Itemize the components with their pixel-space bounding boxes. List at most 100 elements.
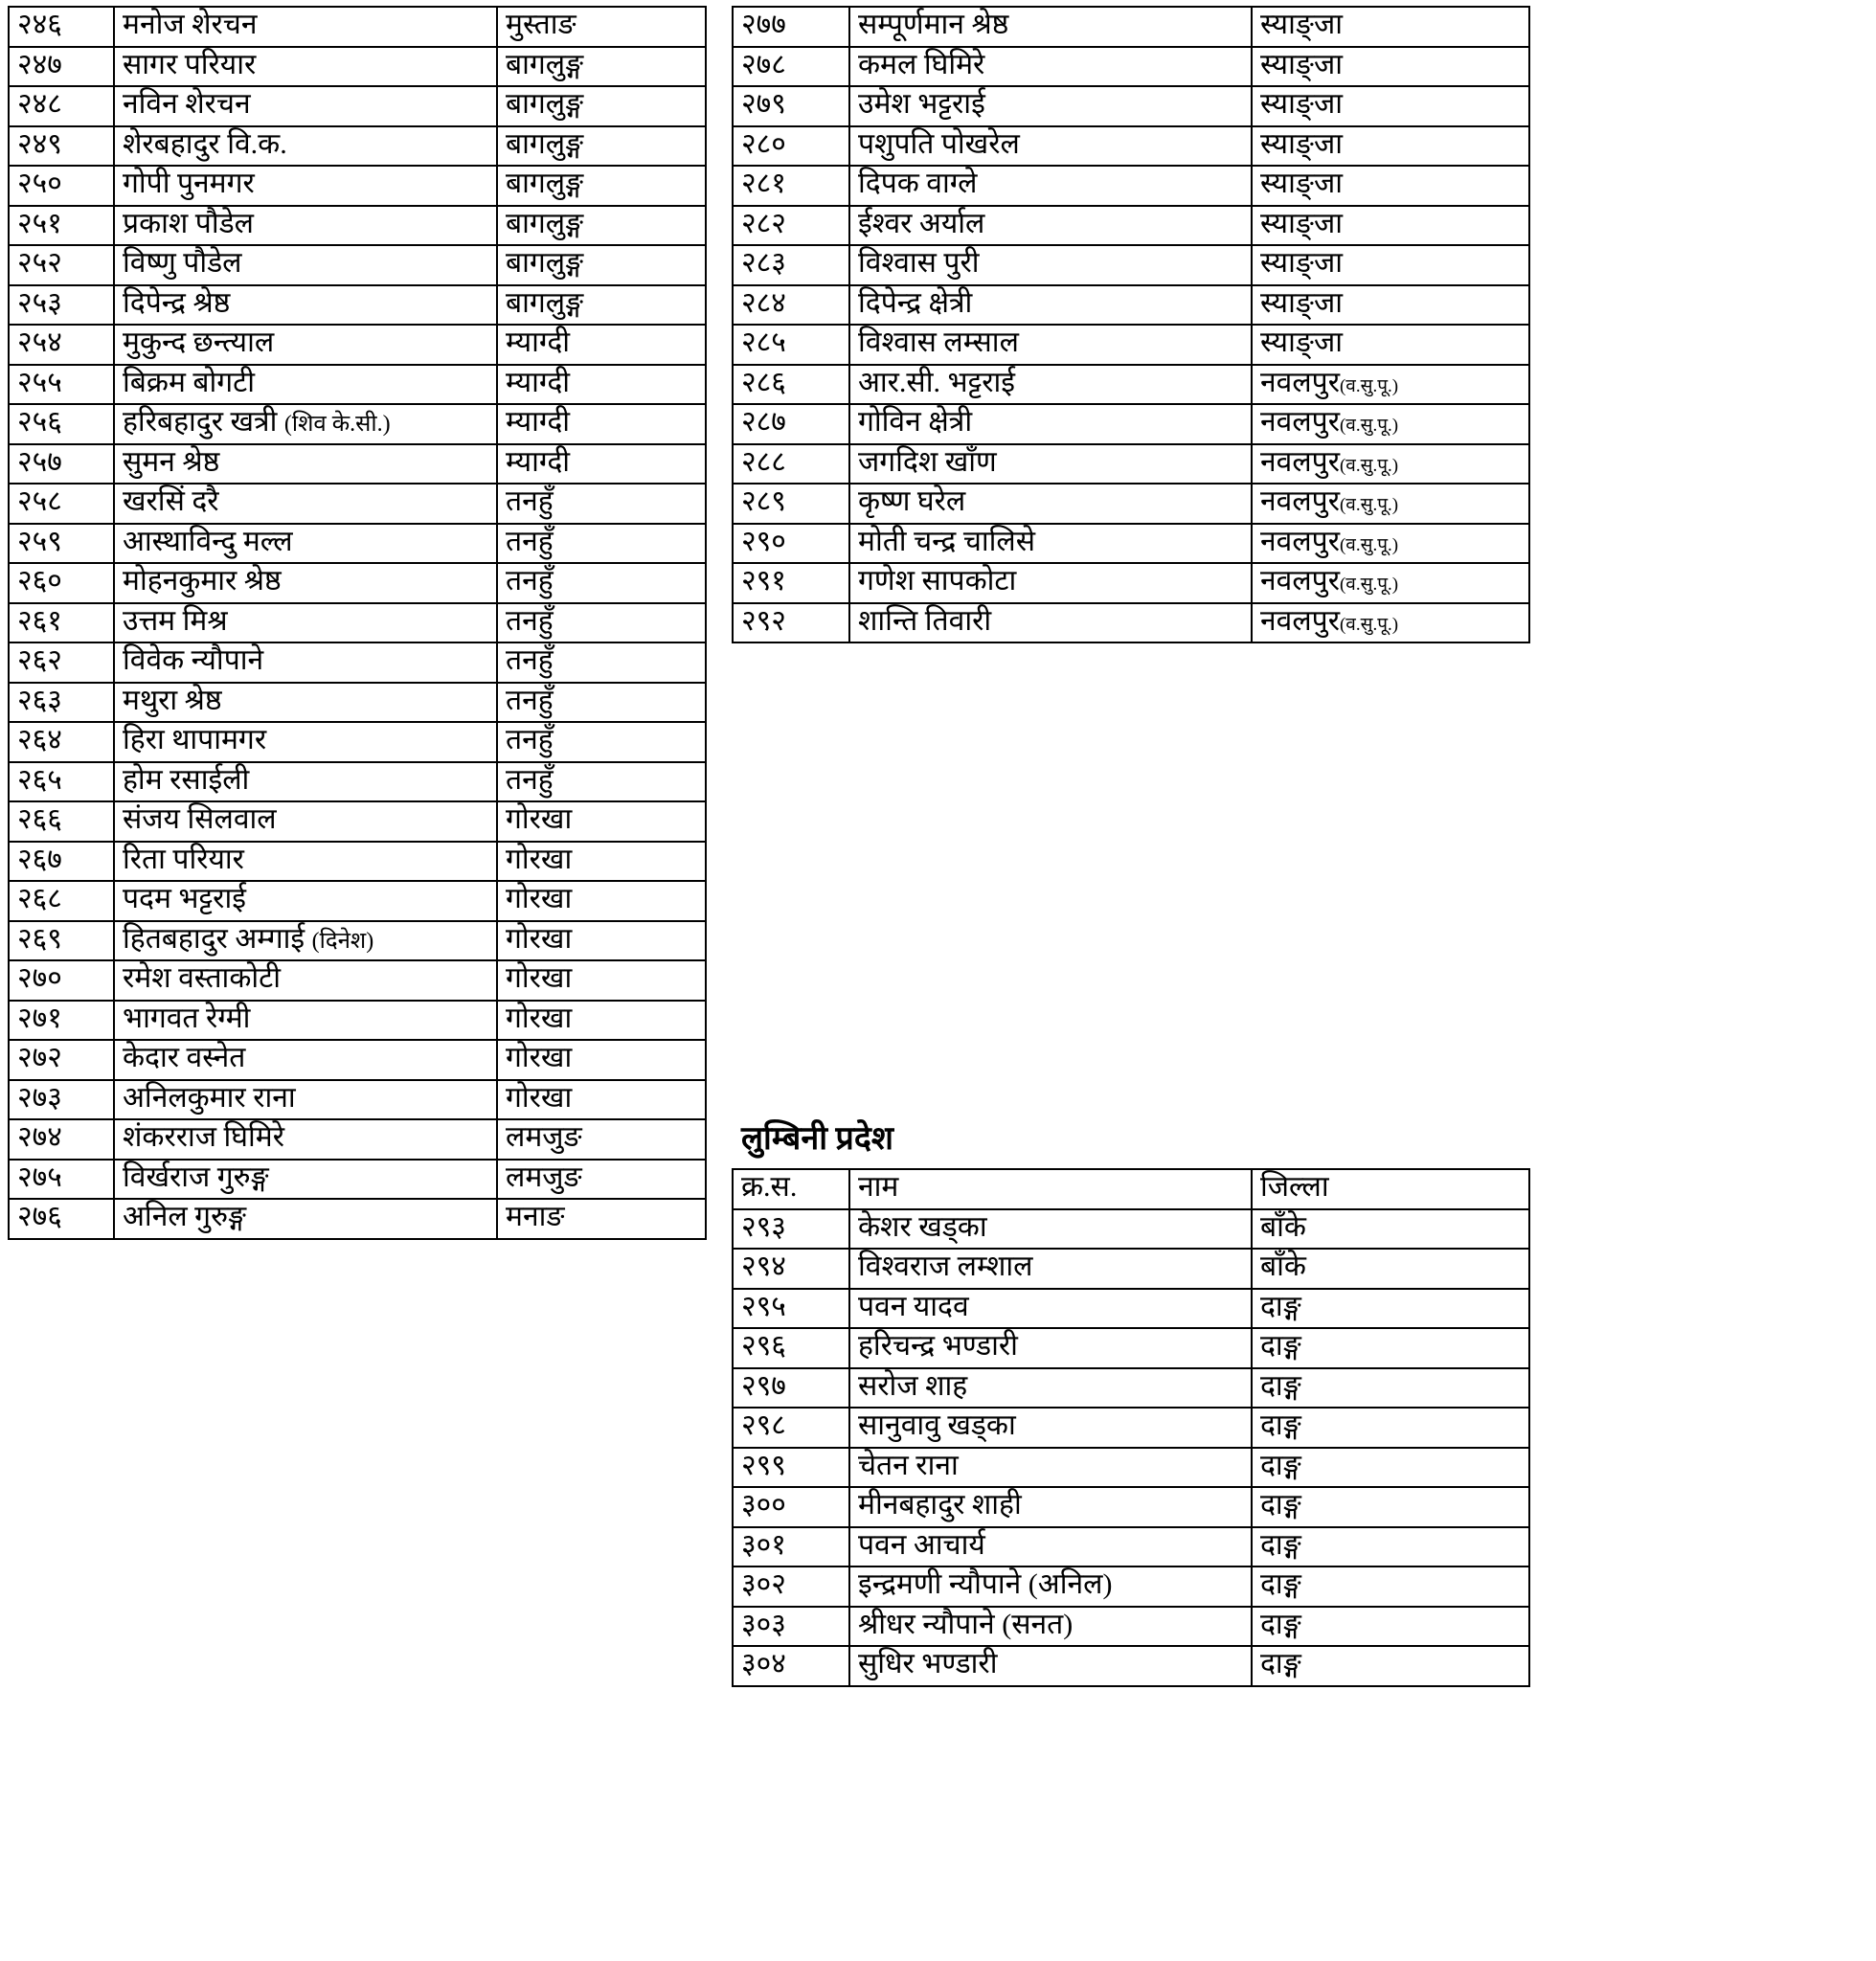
person-name-alias: (दिनेश) <box>311 928 374 954</box>
person-name-main: हितबहादुर अम्गाई <box>123 922 312 955</box>
cell-person-name: मुकुन्द छन्त्याल <box>113 324 498 366</box>
roster-table-right: २७७ सम्पूर्णमान श्रेष्ठ स्याङ्जा २७८ कमल घिम… <box>732 6 1530 643</box>
cell-serial-number: २९५ <box>732 1287 850 1329</box>
cell-district: तनहुँ <box>496 483 707 525</box>
cell-person-name: केशर खड्का <box>848 1207 1253 1250</box>
table-row: २६७ रिता परियार गोरखा <box>8 840 707 882</box>
cell-person-name: विश्वराज लम्शाल <box>848 1248 1253 1290</box>
cell-person-name: गोविन क्षेत्री <box>848 403 1253 445</box>
table-row: २९० मोती चन्द्र चालिसे नवलपुर(व.सु.पू.) <box>732 522 1530 564</box>
cell-serial-number: २८३ <box>732 244 850 286</box>
district-name: नवलपुर <box>1260 604 1340 637</box>
cell-person-name: पशुपति पोखरेल <box>848 124 1253 167</box>
table-row: २७६ अनिल गुरुङ्ग मनाङ <box>8 1198 707 1240</box>
cell-district: स्याङ्जा <box>1251 324 1530 366</box>
cell-district: म्याग्दी <box>496 403 707 445</box>
cell-person-name: अनिलकुमार राना <box>113 1078 498 1120</box>
cell-person-name: विश्वास लम्साल <box>848 324 1253 366</box>
cell-serial-number: २८७ <box>732 403 850 445</box>
cell-district: बागलुङ्ग <box>496 85 707 127</box>
cell-person-name: चेतन राना <box>848 1446 1253 1488</box>
district-name: नवलपुर <box>1260 406 1340 438</box>
cell-district: गोरखा <box>496 1039 707 1081</box>
cell-person-name: मोती चन्द्र चालिसे <box>848 522 1253 564</box>
table-row: २९९ चेतन राना दाङ्ग <box>732 1446 1530 1488</box>
cell-person-name: गोपी पुनमगर <box>113 165 498 207</box>
header-cell-sn: क्र.स. <box>732 1168 850 1210</box>
cell-district: स्याङ्जा <box>1251 6 1530 48</box>
cell-person-name: अनिल गुरुङ्ग <box>113 1198 498 1240</box>
table-row: ३०४ सुधिर भण्डारी दाङ्ग <box>732 1645 1530 1687</box>
table-row: २७९ उमेश भट्टराई स्याङ्जा <box>732 85 1530 127</box>
cell-person-name: आस्थाविन्दु मल्ल <box>113 522 498 564</box>
table-row: २५० गोपी पुनमगर बागलुङ्ग <box>8 165 707 207</box>
table-row: २५१ प्रकाश पौडेल बागलुङ्ग <box>8 204 707 246</box>
cell-district: मुस्ताङ <box>496 6 707 48</box>
cell-serial-number: २७१ <box>8 999 115 1041</box>
roster-table-lumbini: क्र.स. नाम जिल्ला २९३ केशर खड्का बाँके २९४ व… <box>732 1168 1530 1687</box>
cell-serial-number: ३०० <box>732 1486 850 1528</box>
cell-serial-number: २४७ <box>8 45 115 87</box>
table-row: २५५ बिक्रम बोगटी म्याग्दी <box>8 363 707 405</box>
table-row: २७८ कमल घिमिरे स्याङ्जा <box>732 45 1530 87</box>
cell-serial-number: २५३ <box>8 283 115 326</box>
table-row: २८२ ईश्वर अर्याल स्याङ्जा <box>732 204 1530 246</box>
cell-person-name: होम रसाईली <box>113 760 498 802</box>
table-row: २६३ मथुरा श्रेष्ठ तनहुँ <box>8 681 707 723</box>
cell-person-name: उत्तम मिश्र <box>113 601 498 643</box>
cell-district: तनहुँ <box>496 601 707 643</box>
cell-district: दाङ्ग <box>1251 1407 1530 1449</box>
cell-district: तनहुँ <box>496 642 707 684</box>
cell-serial-number: २८९ <box>732 483 850 525</box>
cell-district: नवलपुर(व.सु.पू.) <box>1251 483 1530 525</box>
cell-person-name: बिक्रम बोगटी <box>113 363 498 405</box>
cell-district: तनहुँ <box>496 721 707 763</box>
cell-serial-number: २८६ <box>732 363 850 405</box>
table-row: २६१ उत्तम मिश्र तनहुँ <box>8 601 707 643</box>
table-row: २७४ शंकरराज घिमिरे लमजुङ <box>8 1118 707 1161</box>
cell-person-name: दिपक वाग्ले <box>848 165 1253 207</box>
cell-person-name: सम्पूर्णमान श्रेष्ठ <box>848 6 1253 48</box>
district-name: नवलपुर <box>1260 565 1340 597</box>
table-row: २८५ विश्वास लम्साल स्याङ्जा <box>732 324 1530 366</box>
cell-serial-number: २५० <box>8 165 115 207</box>
table-row: २७१ भागवत रेग्मी गोरखा <box>8 999 707 1041</box>
table-header-row: क्र.स. नाम जिल्ला <box>732 1168 1530 1210</box>
cell-serial-number: ३०१ <box>732 1525 850 1567</box>
cell-district: नवलपुर(व.सु.पू.) <box>1251 601 1530 643</box>
table-row: २८० पशुपति पोखरेल स्याङ्जा <box>732 124 1530 167</box>
cell-serial-number: २७६ <box>8 1198 115 1240</box>
cell-serial-number: २७० <box>8 959 115 1002</box>
cell-district: गोरखा <box>496 1078 707 1120</box>
district-name: नवलपुर <box>1260 366 1340 398</box>
cell-district: स्याङ्जा <box>1251 124 1530 167</box>
cell-district: बागलुङ्ग <box>496 204 707 246</box>
cell-district: गोरखा <box>496 919 707 961</box>
table-row: २५८ खरसिं दरै तनहुँ <box>8 483 707 525</box>
section-title-lumbini: लुम्बिनी प्रदेश <box>741 1121 894 1157</box>
cell-district: स्याङ्जा <box>1251 283 1530 326</box>
cell-person-name: गणेश सापकोटा <box>848 562 1253 604</box>
table-row: २८१ दिपक वाग्ले स्याङ्जा <box>732 165 1530 207</box>
cell-serial-number: २७२ <box>8 1039 115 1081</box>
cell-serial-number: २९२ <box>732 601 850 643</box>
header-cell-name: नाम <box>848 1168 1253 1210</box>
table-row: २५४ मुकुन्द छन्त्याल म्याग्दी <box>8 324 707 366</box>
cell-person-name: श्रीधर न्यौपाने (सनत) <box>848 1605 1253 1647</box>
cell-person-name: हरिचन्द्र भण्डारी <box>848 1327 1253 1369</box>
cell-serial-number: २८५ <box>732 324 850 366</box>
table-row: ३०३ श्रीधर न्यौपाने (सनत) दाङ्ग <box>732 1605 1530 1647</box>
table-row: २९५ पवन यादव दाङ्ग <box>732 1287 1530 1329</box>
cell-district: तनहुँ <box>496 522 707 564</box>
cell-serial-number: २६३ <box>8 681 115 723</box>
table-row: २६८ पदम भट्टराई गोरखा <box>8 880 707 922</box>
cell-district: गोरखा <box>496 959 707 1002</box>
table-row: २६४ हिरा थापामगर तनहुँ <box>8 721 707 763</box>
cell-serial-number: २९४ <box>732 1248 850 1290</box>
person-name-alias: (शिव के.सी.) <box>283 412 391 437</box>
cell-person-name: सुधिर भण्डारी <box>848 1645 1253 1687</box>
district-suffix: (व.सु.पू.) <box>1339 575 1399 595</box>
cell-district: नवलपुर(व.सु.पू.) <box>1251 522 1530 564</box>
district-suffix: (व.सु.पू.) <box>1339 495 1399 515</box>
